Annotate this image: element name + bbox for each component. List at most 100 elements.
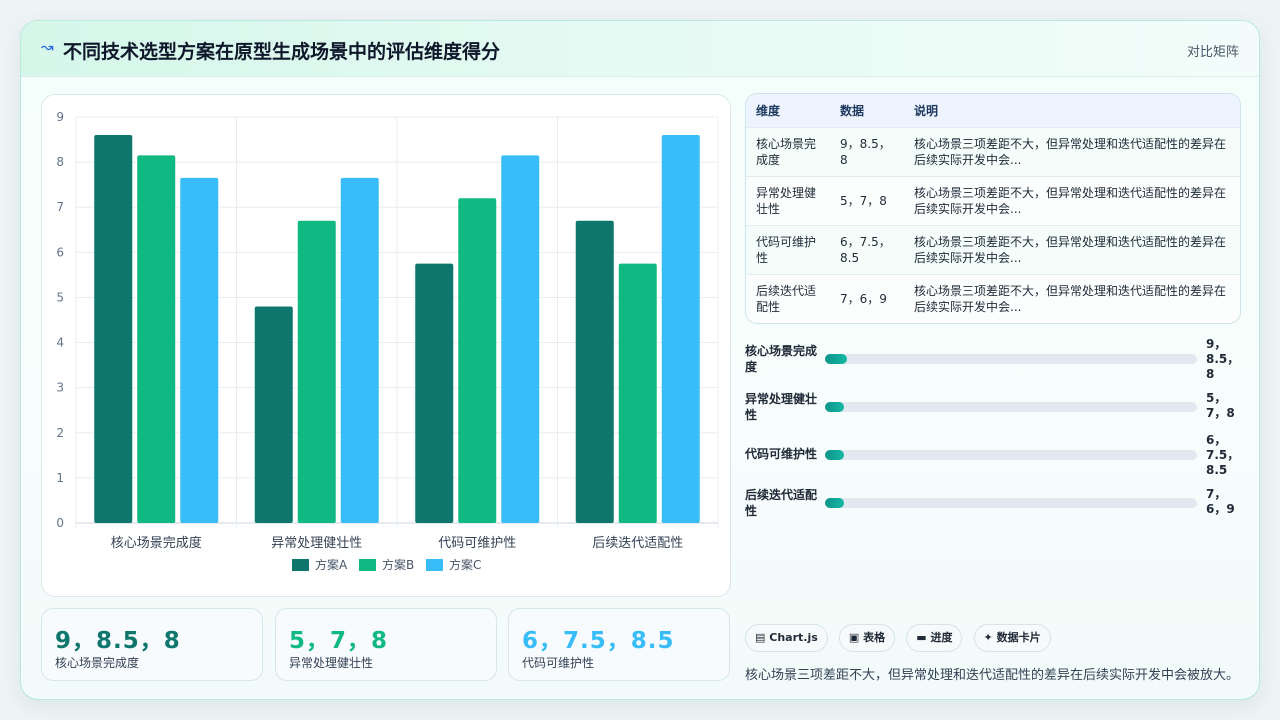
cell-dimension: 代码可维护性 xyxy=(756,234,817,265)
bar-chart: 0 1 2 3 4 5 6 7 8 9 核心场景完成度 异常处理健壮性 代码可维护性 后续迭代适配性方案A… xyxy=(56,110,719,572)
y-tick-label: 7 xyxy=(56,200,64,214)
cell-dimension: 异常处理健壮性 xyxy=(756,185,817,216)
cell-data: 5，7，8 xyxy=(840,193,887,208)
kpi-value: 9，8.5，8 xyxy=(55,628,181,654)
bolt-icon: ↝ xyxy=(41,38,54,56)
y-tick-label: 5 xyxy=(56,290,64,304)
y-tick-label: 0 xyxy=(56,516,64,530)
y-tick-label: 3 xyxy=(56,381,64,395)
progress-fill xyxy=(825,402,844,412)
view-tag[interactable]: 对比矩阵 xyxy=(1186,45,1239,60)
x-tick-label: 代码可维护性 xyxy=(438,536,516,551)
bar xyxy=(501,155,540,523)
progress-fill xyxy=(825,450,844,460)
kpi-label: 代码可维护性 xyxy=(522,656,595,670)
y-tick-label: 2 xyxy=(56,426,64,440)
progress-value: 5，7，8 xyxy=(1206,391,1235,420)
legend-label: 方案C xyxy=(449,557,481,572)
kpi-card-1: 9，8.5，8 核心场景完成度 xyxy=(41,608,263,681)
x-tick-label: 异常处理健壮性 xyxy=(271,536,362,551)
bar xyxy=(458,198,497,523)
progress-row: 代码可维护性 6，7.5，8.5 xyxy=(745,433,1245,479)
bar xyxy=(254,306,293,523)
progress-label: 后续迭代适配性 xyxy=(745,488,818,518)
cell-data: 7，6，9 xyxy=(840,291,887,306)
cell-data: 9，8.5，8 xyxy=(840,136,891,167)
x-tick-label: 后续迭代适配性 xyxy=(592,536,683,551)
progress-label: 代码可维护性 xyxy=(745,447,818,461)
chip-label: 表格 xyxy=(863,631,886,644)
y-tick-label: 9 xyxy=(56,110,64,124)
table-icon: ▣ xyxy=(848,631,860,644)
progress-fill xyxy=(825,354,848,364)
data-table: 维度 数据 说明 核心场景完成度 9，8.5，8 核心场景三项差距不大，但异常处… xyxy=(745,93,1241,324)
progress-track xyxy=(825,498,1197,508)
bar xyxy=(297,220,336,523)
table-header-row: 维度 数据 说明 xyxy=(746,94,1240,127)
bar xyxy=(94,135,133,524)
kpi-card-3: 6，7.5，8.5 代码可维护性 xyxy=(508,608,730,681)
kpi-label: 核心场景完成度 xyxy=(55,656,140,670)
bar xyxy=(137,155,176,523)
chart-icon: ▤ xyxy=(755,631,766,644)
chip-label: 进度 xyxy=(930,631,953,644)
progress-value: 7，6，9 xyxy=(1206,487,1235,516)
chip-table[interactable]: ▣ 表格 xyxy=(838,624,896,652)
progress-track xyxy=(825,450,1197,460)
bar xyxy=(575,220,614,523)
progress-value: 9，8.5，8 xyxy=(1206,337,1240,381)
kpi-value: 5，7，8 xyxy=(289,628,389,654)
feature-chips: ▤ Chart.js ▣ 表格 ▬ 进度 ✦ 数据卡片 xyxy=(745,624,1057,652)
cell-description: 核心场景三项差距不大，但异常处理和迭代适配性的差异在后续实际开发中会... xyxy=(914,185,1227,216)
bar-chart-panel: 0 1 2 3 4 5 6 7 8 9 核心场景完成度 异常处理健壮性 代码可维护性 后续迭代适配性 方案A… xyxy=(41,94,731,597)
bar xyxy=(618,263,657,523)
chip-progress[interactable]: ▬ 进度 xyxy=(906,624,963,652)
bar xyxy=(340,177,379,523)
y-tick-label: 1 xyxy=(56,471,64,485)
progress-fill xyxy=(825,498,844,508)
kpi-card-2: 5，7，8 异常处理健壮性 xyxy=(275,608,497,681)
progress-track xyxy=(825,354,1197,364)
table-row: 后续迭代适配性 7，6，9 核心场景三项差距不大，但异常处理和迭代适配性的差异在… xyxy=(746,274,1240,323)
legend-swatch xyxy=(292,559,309,571)
bar xyxy=(180,177,219,523)
summary-text: 核心场景三项差距不大，但异常处理和迭代适配性的差异在后续实际开发中会被放大。 xyxy=(745,668,1240,683)
cell-data: 6，7.5，8.5 xyxy=(840,234,891,265)
x-tick-label: 核心场景完成度 xyxy=(111,535,202,551)
progress-label: 核心场景完成度 xyxy=(745,344,818,374)
cell-dimension: 核心场景完成度 xyxy=(756,136,817,167)
progress-row: 核心场景完成度 9，8.5，8 xyxy=(745,337,1245,383)
y-tick-label: 4 xyxy=(56,336,64,350)
header: ↝ 不同技术选型方案在原型生成场景中的评估维度得分 对比矩阵 xyxy=(21,21,1259,77)
page-title: 不同技术选型方案在原型生成场景中的评估维度得分 xyxy=(63,41,501,63)
progress-icon: ▬ xyxy=(916,631,927,644)
progress-value: 6，7.5，8.5 xyxy=(1206,433,1240,477)
progress-label: 异常处理健壮性 xyxy=(745,392,818,422)
kpi-label: 异常处理健壮性 xyxy=(289,656,374,670)
chip-chartjs[interactable]: ▤ Chart.js xyxy=(745,624,828,652)
cell-dimension: 后续迭代适配性 xyxy=(756,283,817,314)
bar xyxy=(661,135,700,524)
chip-label: Chart.js xyxy=(769,631,818,644)
bar xyxy=(415,263,454,523)
progress-row: 后续迭代适配性 7，6，9 xyxy=(745,487,1245,527)
cell-description: 核心场景三项差距不大，但异常处理和迭代适配性的差异在后续实际开发中会... xyxy=(914,234,1227,265)
legend-label: 方案A xyxy=(315,557,348,572)
header-description: 说明 xyxy=(914,103,939,118)
kpi-value: 6，7.5，8.5 xyxy=(522,628,675,654)
table-row: 代码可维护性 6，7.5，8.5 核心场景三项差距不大，但异常处理和迭代适配性的… xyxy=(746,225,1240,274)
cell-description: 核心场景三项差距不大，但异常处理和迭代适配性的差异在后续实际开发中会... xyxy=(914,283,1227,314)
progress-row: 异常处理健壮性 5，7，8 xyxy=(745,391,1245,431)
legend-label: 方案B xyxy=(382,557,414,572)
progress-track xyxy=(825,402,1197,412)
main-card: ↝ 不同技术选型方案在原型生成场景中的评估维度得分 对比矩阵 0 1 2 3 4 5 6 7 8… xyxy=(20,20,1260,700)
sparkle-icon: ✦ xyxy=(983,631,993,644)
y-tick-label: 8 xyxy=(56,155,64,169)
chip-label: 数据卡片 xyxy=(996,631,1041,644)
header-data: 数据 xyxy=(840,103,865,118)
chip-data-card[interactable]: ✦ 数据卡片 xyxy=(973,624,1051,652)
legend-swatch xyxy=(426,559,443,571)
table-row: 异常处理健壮性 5，7，8 核心场景三项差距不大，但异常处理和迭代适配性的差异在… xyxy=(746,176,1240,225)
cell-description: 核心场景三项差距不大，但异常处理和迭代适配性的差异在后续实际开发中会... xyxy=(914,136,1227,167)
legend-swatch xyxy=(359,559,376,571)
